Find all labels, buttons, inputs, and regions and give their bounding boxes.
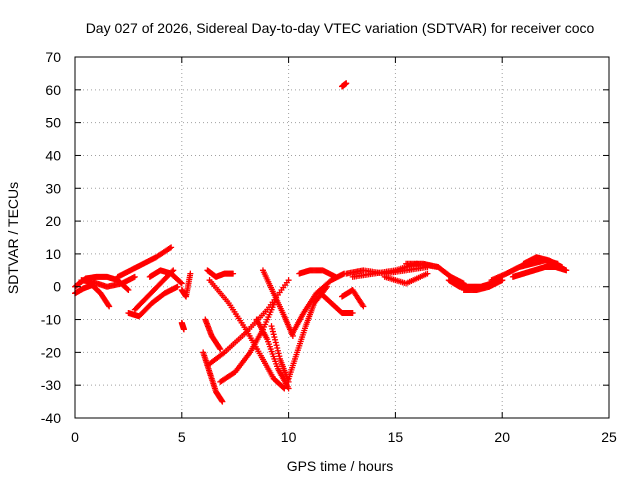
data-point [559,264,566,271]
gridlines [75,57,609,418]
data-point [168,244,175,251]
data-point [349,309,356,316]
series-arc-17 [259,267,296,339]
data-point [285,385,292,392]
data-point [187,270,194,277]
series-arc-14 [217,296,279,385]
y-tick-label: -10 [41,312,61,328]
y-tick-label: 20 [45,213,61,229]
data-point [174,283,181,290]
y-axis-label: SDTVAR / TECUs [5,182,21,294]
data-point [269,325,276,332]
series-arc-4 [114,244,175,280]
y-tick-label: -40 [41,410,61,426]
data-point [124,286,131,293]
y-tick-label: 10 [45,246,61,262]
series-arc-3 [78,273,138,290]
y-tick-label: 60 [45,82,61,98]
data-point [563,267,570,274]
data-point [332,273,339,280]
series-arc-12 [204,267,237,280]
data-point [180,326,187,333]
series-arc-23 [339,287,367,310]
series-arc-10 [200,349,226,405]
axis-ticks: 0 5 10 15 20 25 -40 -30 -20 -10 0 10 20 30 40 50 60 70 [41,49,617,445]
series-arc-7 [146,267,185,287]
data-point [131,273,138,280]
data-point [424,270,431,277]
data-point [217,346,224,353]
series-arc-33 [520,254,566,271]
data-point [230,270,237,277]
x-tick-label: 20 [494,429,510,445]
data-point [268,323,275,330]
data-point [276,353,283,360]
series-arc-21 [296,267,339,280]
data-point [219,398,226,405]
data-point [274,344,281,351]
series-arc-20 [289,270,348,336]
series-arc-18 [268,323,292,385]
y-tick-label: 50 [45,115,61,131]
series-arc-11 [202,316,224,353]
data-point [270,331,277,338]
y-tick-label: -20 [41,344,61,360]
series-arc-5 [125,283,181,320]
data-point [275,350,282,357]
data-point [166,245,173,252]
series-arc-13 [204,277,292,369]
x-tick-label: 10 [281,429,297,445]
y-tick-label: 30 [45,180,61,196]
data-point [274,347,281,354]
series-arc-9 [178,319,187,333]
data-point [269,328,276,335]
data-point [272,336,279,343]
data-point [343,80,350,87]
data-point [105,302,112,309]
x-tick-label: 15 [388,429,404,445]
chart-title: Day 027 of 2026, Sidereal Day-to-day VTE… [86,20,595,36]
series-arc-24 [339,80,350,90]
y-tick-label: 0 [53,279,61,295]
data-point [360,303,367,310]
y-tick-label: 40 [45,147,61,163]
data-point [216,344,223,351]
data-point [177,279,184,286]
data-points [72,80,570,405]
data-point [271,334,278,341]
data-point [273,342,280,349]
series-arc-22 [317,290,356,316]
y-tick-label: -30 [41,377,61,393]
x-tick-label: 0 [71,429,79,445]
series-arc-16 [253,316,292,392]
x-tick-label: 25 [601,429,617,445]
data-point [125,287,132,294]
series-arc-15 [206,277,288,392]
y-tick-label: 70 [45,49,61,65]
data-point [106,303,113,310]
series-arc-27 [381,270,431,287]
series-arc-8 [178,270,194,300]
x-axis-label: GPS time / hours [287,458,394,474]
data-point [285,277,292,284]
x-tick-label: 5 [178,429,186,445]
plot-frame [74,56,610,419]
data-point [272,339,279,346]
data-point [178,280,185,287]
data-point [280,384,287,391]
